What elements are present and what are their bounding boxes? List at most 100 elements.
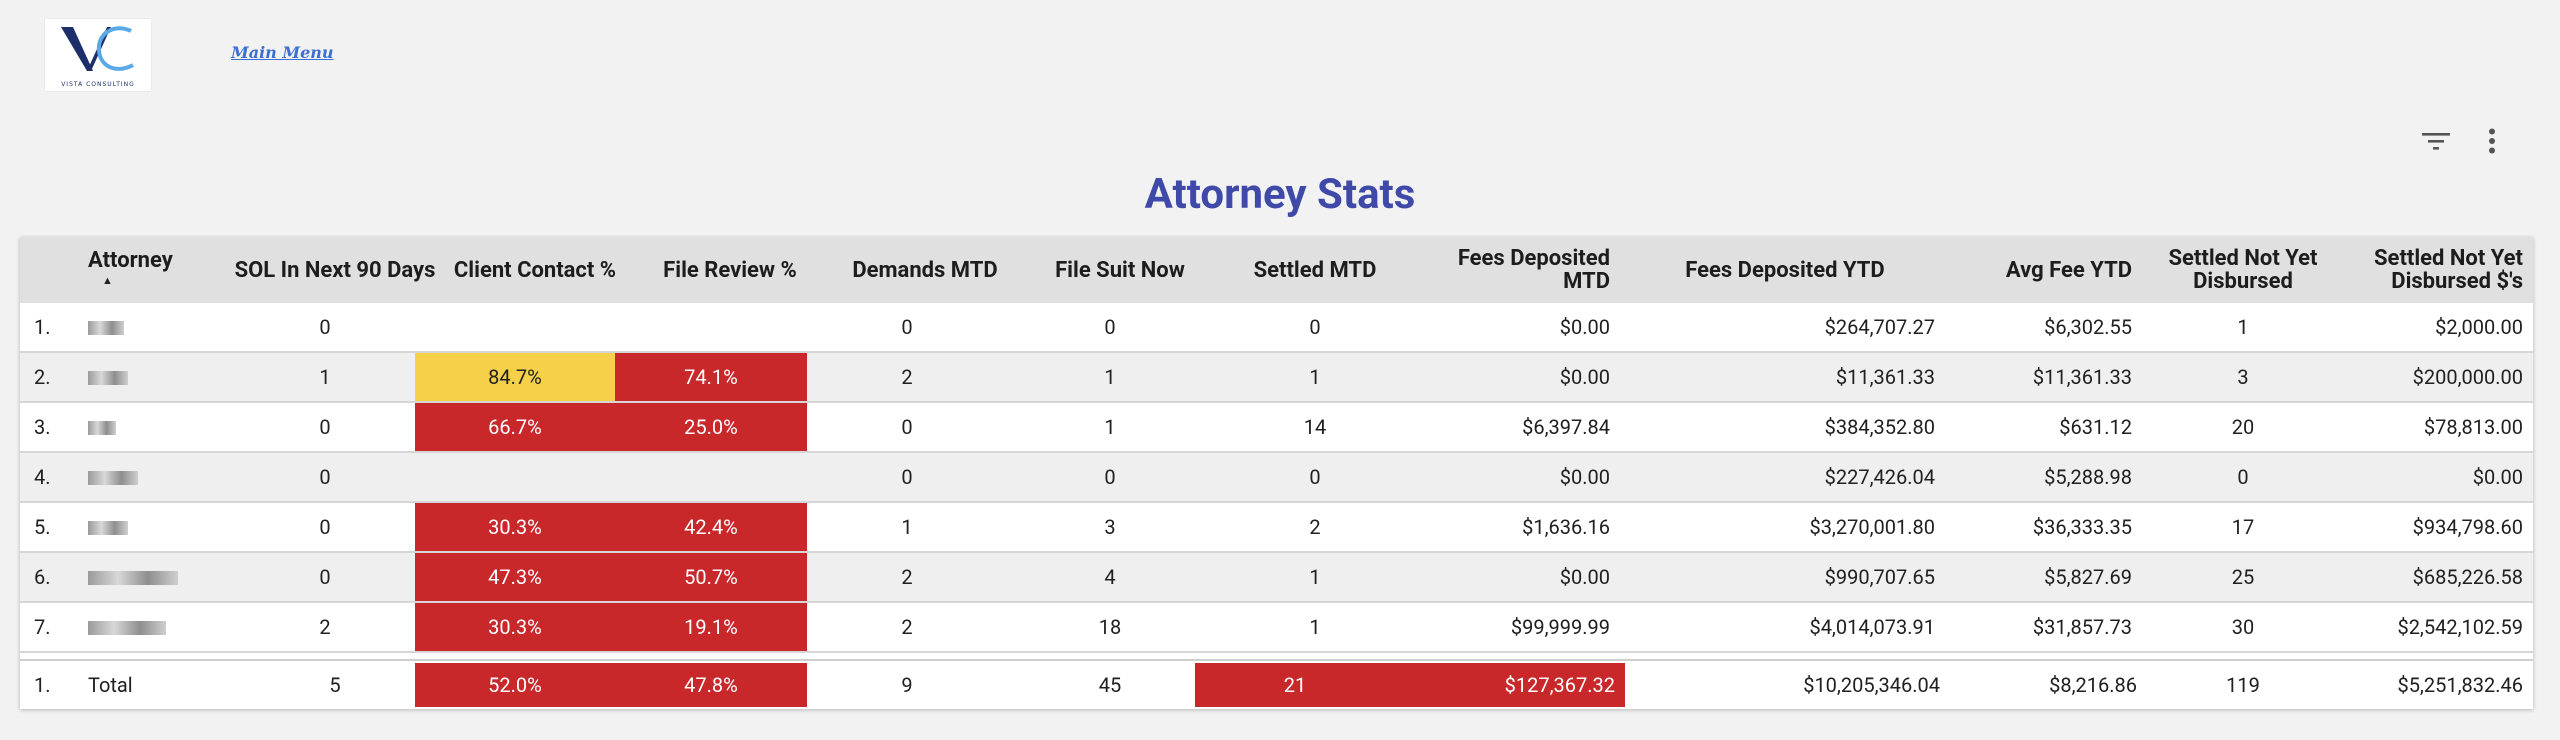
cell-contact [415, 453, 615, 501]
header-avg-fee-ytd[interactable]: Avg Fee YTD [2005, 257, 2132, 283]
cell-idx: 2. [34, 365, 51, 389]
page-title: Attorney Stats [1144, 170, 1416, 219]
cell-sol: 2 [319, 615, 331, 639]
cell-sol: 0 [319, 565, 331, 589]
cell-avg-fee: $11,361.33 [2032, 365, 2132, 389]
table-row: 6. 0 47.3% 50.7% 2 4 1 $0.00 $990,707.65 $5,827.6… [20, 553, 2533, 603]
cell-fees-ytd: $264,707.27 [1824, 315, 1935, 339]
cell-demands: 2 [901, 565, 913, 589]
company-logo: VISTA CONSULTING [45, 19, 151, 91]
cell-suit: 1 [1104, 365, 1116, 389]
cell-snyd: 30 [2231, 615, 2255, 639]
cell-review: 19.1% [615, 603, 807, 651]
total-index: 1. [34, 673, 51, 697]
total-file-review: 47.8% [615, 663, 807, 707]
cell-suit: 4 [1104, 565, 1116, 589]
header-fees-deposited-ytd[interactable]: Fees Deposited YTD [1685, 257, 1885, 283]
cell-avg-fee: $5,288.98 [2044, 465, 2132, 489]
cell-review [615, 453, 807, 501]
redacted-attorney-name[interactable] [88, 321, 124, 335]
cell-demands: 0 [901, 465, 913, 489]
cell-review: 74.1% [615, 353, 807, 401]
cell-avg-fee: $31,857.73 [2032, 615, 2132, 639]
cell-avg-fee: $36,333.35 [2032, 515, 2132, 539]
cell-idx: 6. [34, 565, 51, 589]
cell-settled: 1 [1309, 365, 1321, 389]
table-total-row: 1. Total 5 52.0% 47.8% 9 45 21 $127,367.… [20, 659, 2533, 709]
header-file-suit-now[interactable]: File Suit Now [1055, 257, 1185, 283]
total-snyd-amount: $5,251,832.46 [2397, 673, 2523, 697]
cell-snyd: 1 [2237, 315, 2249, 339]
redacted-attorney-name[interactable] [88, 471, 138, 485]
total-settled-mtd: 21 [1195, 663, 1395, 707]
cell-fees-mtd: $0.00 [1559, 465, 1610, 489]
table-row: 5. 0 30.3% 42.4% 1 3 2 $1,636.16 $3,270,001.80 $3… [20, 503, 2533, 553]
cell-fees-mtd: $99,999.99 [1510, 615, 1610, 639]
cell-contact: 84.7% [415, 353, 615, 401]
cell-fees-ytd: $11,361.33 [1835, 365, 1935, 389]
header-file-review[interactable]: File Review % [663, 257, 797, 283]
cell-review: 50.7% [615, 553, 807, 601]
header-settled-not-yet-disbursed-amount[interactable]: Settled Not Yet Disbursed $'s [2374, 246, 2523, 294]
header-demands-mtd[interactable]: Demands MTD [852, 257, 998, 283]
cell-idx: 4. [34, 465, 51, 489]
cell-suit: 3 [1104, 515, 1116, 539]
cell-demands: 2 [901, 615, 913, 639]
cell-contact: 30.3% [415, 603, 615, 651]
cell-sol: 0 [319, 415, 331, 439]
cell-snyd-amt: $78,813.00 [2423, 415, 2523, 439]
total-sol: 5 [329, 673, 341, 697]
total-client-contact: 52.0% [415, 663, 615, 707]
filter-icon[interactable] [2418, 123, 2454, 159]
cell-snyd-amt: $685,226.58 [2412, 565, 2523, 589]
total-file-suit: 45 [1098, 673, 1122, 697]
cell-avg-fee: $6,302.55 [2044, 315, 2132, 339]
cell-fees-ytd: $3,270,001.80 [1809, 515, 1935, 539]
cell-snyd: 0 [2237, 465, 2249, 489]
header-sol[interactable]: SOL In Next 90 Days [234, 257, 436, 283]
redacted-attorney-name[interactable] [88, 621, 166, 635]
cell-fees-ytd: $4,014,073.91 [1809, 615, 1935, 639]
table-row: 2. 1 84.7% 74.1% 2 1 1 $0.00 $11,361.33 $11,361.3… [20, 353, 2533, 403]
logo-text: VISTA CONSULTING [61, 81, 135, 88]
redacted-attorney-name[interactable] [88, 571, 178, 585]
more-vert-icon[interactable] [2474, 123, 2510, 159]
cell-snyd-amt: $0.00 [2472, 465, 2523, 489]
cell-sol: 1 [319, 365, 331, 389]
main-menu-link[interactable]: Main Menu [231, 43, 334, 62]
cell-suit: 1 [1104, 415, 1116, 439]
table-row: 7. 2 30.3% 19.1% 2 18 1 $99,999.99 $4,014,073.91… [20, 603, 2533, 653]
cell-demands: 1 [901, 515, 913, 539]
header-fees-deposited-mtd[interactable]: Fees Deposited MTD [1457, 246, 1610, 294]
cell-fees-mtd: $6,397.84 [1522, 415, 1610, 439]
cell-snyd-amt: $2,542,102.59 [2397, 615, 2523, 639]
redacted-attorney-name[interactable] [88, 421, 116, 435]
cell-idx: 5. [34, 515, 51, 539]
cell-contact [415, 303, 615, 351]
redacted-attorney-name[interactable] [88, 521, 128, 535]
cell-settled: 2 [1309, 515, 1321, 539]
table-row: 3. 0 66.7% 25.0% 0 1 14 $6,397.84 $384,352.80 $63… [20, 403, 2533, 453]
cell-avg-fee: $631.12 [2059, 415, 2132, 439]
table-row: 4. 0 0 0 0 $0.00 $227,426.04 $5,288.98 0 $0.00 [20, 453, 2533, 503]
header-settled-mtd[interactable]: Settled MTD [1253, 257, 1377, 283]
redacted-attorney-name[interactable] [88, 371, 128, 385]
total-avg-fee: $8,216.86 [2049, 673, 2137, 697]
header-attorney[interactable]: Attorney [88, 247, 173, 273]
cell-sol: 0 [319, 315, 331, 339]
cell-snyd: 3 [2237, 365, 2249, 389]
cell-suit: 0 [1104, 315, 1116, 339]
cell-sol: 0 [319, 465, 331, 489]
cell-contact: 66.7% [415, 403, 615, 451]
sort-ascending-icon[interactable]: ▲ [102, 274, 113, 287]
cell-review: 42.4% [615, 503, 807, 551]
cell-settled: 1 [1309, 565, 1321, 589]
header-settled-not-yet-disbursed[interactable]: Settled Not Yet Disbursed [2168, 246, 2318, 294]
cell-sol: 0 [319, 515, 331, 539]
total-label: Total [88, 673, 133, 697]
total-snyd: 119 [2226, 673, 2260, 697]
attorney-stats-table: Attorney ▲ SOL In Next 90 Days Client Co… [20, 237, 2533, 709]
cell-contact: 30.3% [415, 503, 615, 551]
header-client-contact[interactable]: Client Contact % [453, 257, 617, 283]
cell-snyd: 25 [2231, 565, 2255, 589]
